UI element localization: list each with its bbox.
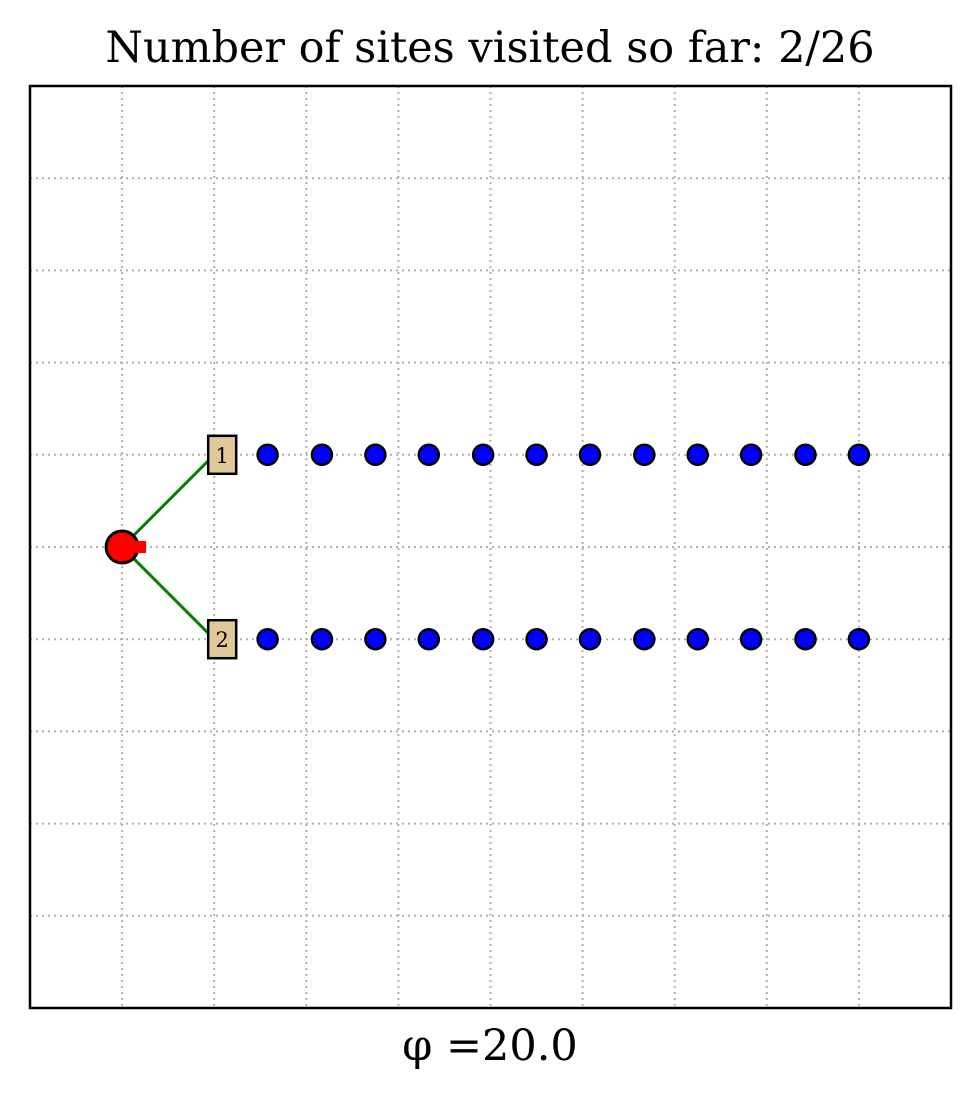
visited-site-label: 2	[216, 628, 229, 652]
site-point-12	[849, 445, 869, 465]
site-point-22	[741, 629, 761, 649]
chart-title: Number of sites visited so far: 2/26	[105, 23, 874, 73]
site-point-23	[795, 629, 815, 649]
grid	[30, 86, 951, 1008]
visited-site-label: 1	[216, 444, 229, 468]
site-point-3	[365, 445, 385, 465]
x-axis-label: φ =20.0	[402, 1021, 578, 1071]
site-point-18	[527, 629, 547, 649]
site-point-15	[365, 629, 385, 649]
site-point-1	[258, 445, 278, 465]
site-point-5	[473, 445, 493, 465]
site-point-14	[312, 629, 332, 649]
site-point-9	[688, 445, 708, 465]
site-point-2	[312, 445, 332, 465]
site-point-10	[741, 445, 761, 465]
robot-heading-marker	[130, 541, 146, 553]
site-point-17	[473, 629, 493, 649]
site-point-13	[258, 629, 278, 649]
site-point-24	[849, 629, 869, 649]
site-point-20	[634, 629, 654, 649]
site-point-6	[527, 445, 547, 465]
site-point-7	[580, 445, 600, 465]
site-point-21	[688, 629, 708, 649]
path-segment-2	[122, 547, 214, 639]
site-point-8	[634, 445, 654, 465]
robot-marker-group	[106, 531, 146, 563]
site-point-4	[419, 445, 439, 465]
path-segment-1	[122, 455, 214, 547]
visited-site-2: 2	[208, 620, 236, 658]
site-point-11	[795, 445, 815, 465]
site-point-16	[419, 629, 439, 649]
site-point-19	[580, 629, 600, 649]
visited-site-1: 1	[208, 436, 236, 474]
